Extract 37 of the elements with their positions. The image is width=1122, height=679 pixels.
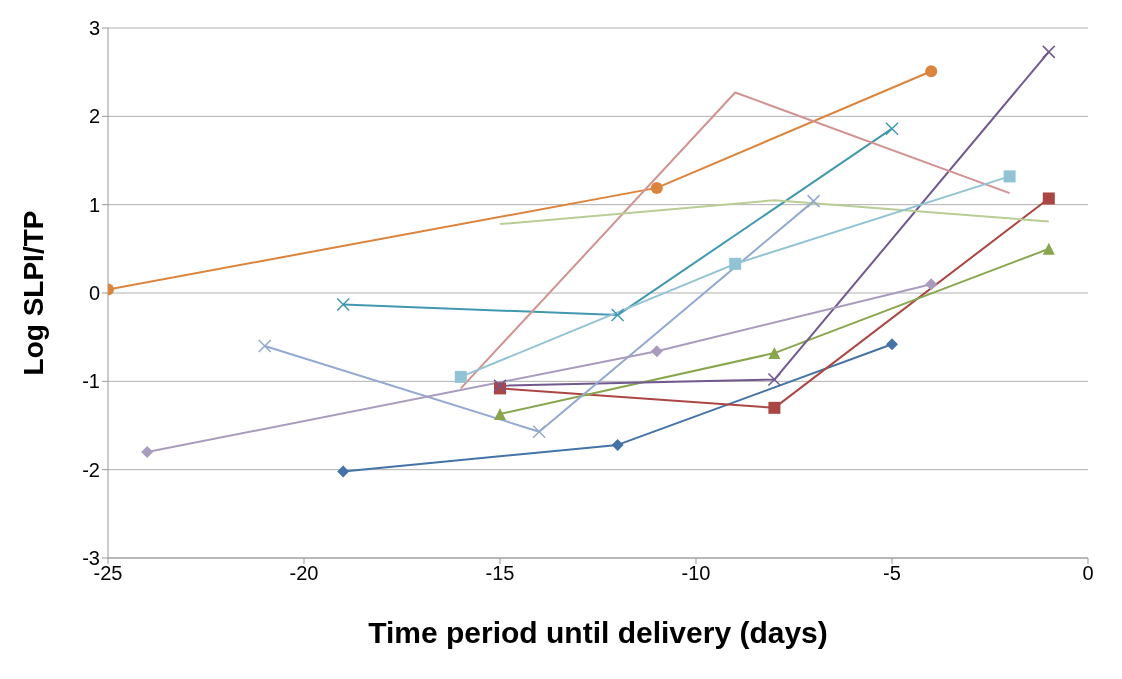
point [1042,242,1055,255]
x-tick-label: -10 [681,562,711,585]
y-tick-label: -2 [82,458,100,481]
point [886,338,898,351]
point [729,257,742,270]
point [611,438,624,451]
point [806,194,821,208]
point [610,308,625,322]
point [1003,170,1016,183]
point [650,181,663,194]
y-tick-label: 0 [88,282,100,305]
point [1042,192,1055,205]
point [768,401,781,414]
point [768,347,781,360]
point [494,408,506,421]
x-tick-label: 0 [1082,562,1094,585]
point [1042,45,1056,59]
point [925,65,938,78]
point [141,446,154,458]
point [650,345,663,358]
y-tick-label: 1 [88,193,100,216]
point [925,278,938,291]
point [337,465,350,478]
y-axis-title: Log SLPI/TP [17,210,49,376]
point [258,339,272,353]
x-tick-label: -5 [883,562,901,585]
x-axis-title: Time period until delivery (days) [368,616,828,649]
y-tick-label: -1 [82,370,100,393]
point [532,424,546,439]
x-tick-label: -15 [485,562,515,585]
point [767,372,782,387]
point [336,297,350,312]
y-tick-label: 3 [88,17,100,40]
x-tick-label: -20 [289,562,319,585]
point [885,121,899,136]
point [454,370,467,383]
y-tick-label: 2 [88,105,100,128]
